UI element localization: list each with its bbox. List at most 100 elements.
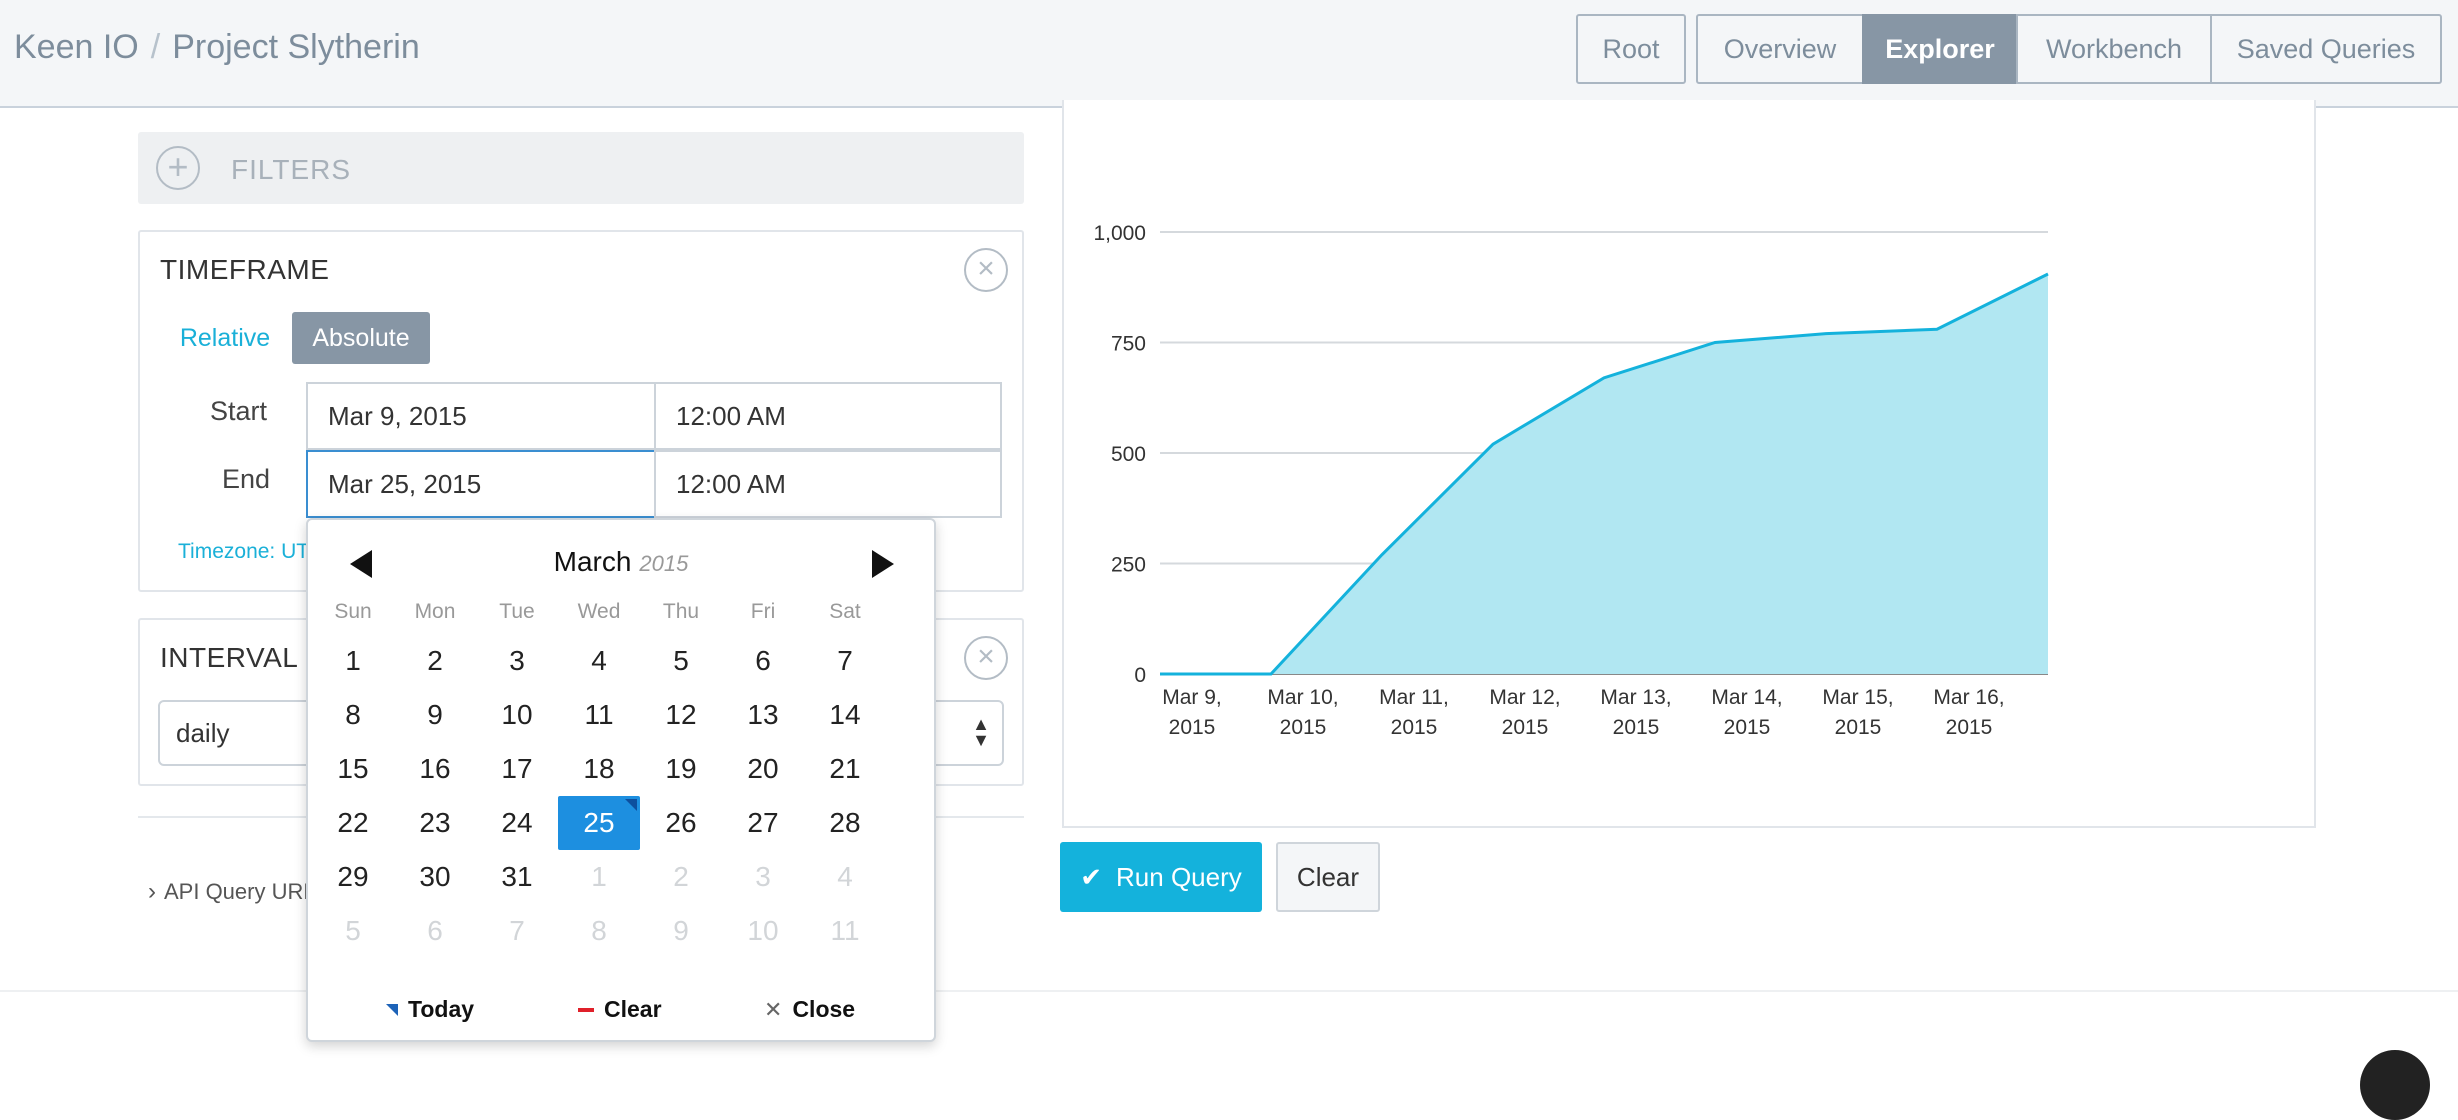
calendar-day[interactable]: 9	[673, 915, 689, 946]
nav-workbench-button[interactable]: Workbench	[2016, 14, 2212, 84]
calendar-day[interactable]: 4	[591, 645, 607, 676]
calendar-day[interactable]: 23	[419, 807, 451, 838]
today-icon	[386, 1003, 398, 1016]
calendar-day[interactable]: 1	[345, 645, 361, 676]
datepicker-year: 2015	[639, 551, 689, 576]
nav-explorer-button[interactable]: Explorer	[1862, 14, 2018, 84]
calendar-day[interactable]: 16	[419, 753, 451, 784]
calendar-day[interactable]: 27	[747, 807, 779, 838]
calendar-day[interactable]: 3	[755, 861, 771, 892]
calendar-day[interactable]: 13	[747, 699, 779, 730]
x-tick-label: Mar 11,	[1379, 686, 1449, 709]
calendar-day[interactable]: 28	[829, 807, 861, 838]
y-tick-label: 250	[1111, 554, 1146, 577]
weekday-header: Sat	[829, 600, 861, 623]
datepicker-month: March	[553, 546, 632, 577]
datepicker-title: March 2015	[308, 546, 934, 578]
calendar-day[interactable]: 31	[501, 861, 533, 892]
calendar-day[interactable]: 24	[501, 807, 533, 838]
clear-date-button[interactable]: Clear	[578, 996, 662, 1023]
brand-link[interactable]: Keen IO	[14, 28, 139, 66]
calendar-day[interactable]: 11	[830, 915, 860, 946]
tab-relative[interactable]: Relative	[179, 323, 271, 352]
next-month-icon[interactable]	[872, 550, 894, 578]
filters-bar[interactable]: + FILTERS	[138, 132, 1024, 204]
end-time-input[interactable]: 12:00 AM	[654, 450, 1002, 518]
calendar-day[interactable]: 14	[829, 699, 861, 730]
calendar-day[interactable]: 15	[337, 753, 369, 784]
today-button[interactable]: Today	[386, 996, 474, 1023]
tab-absolute[interactable]: Absolute	[292, 312, 430, 364]
x-tick-label: Mar 9,	[1162, 686, 1222, 709]
calendar-day[interactable]: 21	[829, 753, 861, 784]
nav-root-button[interactable]: Root	[1576, 14, 1686, 84]
nav-overview-button[interactable]: Overview	[1696, 14, 1864, 84]
nav-saved-queries-button[interactable]: Saved Queries	[2210, 14, 2442, 84]
interval-close-icon[interactable]: ×	[964, 636, 1008, 680]
weekday-header: Thu	[662, 600, 700, 623]
top-bar: Keen IO / Project Slytherin Root Overview …	[0, 0, 2458, 108]
calendar-day[interactable]: 10	[747, 915, 779, 946]
start-label: Start	[210, 396, 268, 426]
calendar-day[interactable]: 8	[345, 699, 361, 730]
calendar-day[interactable]: 5	[673, 645, 689, 676]
close-datepicker-label: Close	[792, 996, 856, 1022]
calendar-day[interactable]: 19	[665, 753, 697, 784]
calendar-day[interactable]: 8	[591, 915, 607, 946]
calendar-day[interactable]: 17	[501, 753, 533, 784]
clear-icon	[578, 1007, 594, 1012]
calendar-day[interactable]: 4	[837, 861, 853, 892]
area-fill	[1160, 273, 2048, 674]
run-query-button[interactable]: ✔ Run Query	[1060, 842, 1262, 912]
calendar-day[interactable]: 11	[584, 699, 614, 730]
calendar-day[interactable]: 29	[337, 861, 369, 892]
calendar-day[interactable]: 2	[427, 645, 443, 676]
calendar-day[interactable]: 7	[509, 915, 525, 946]
end-date-input[interactable]: Mar 25, 2015	[306, 450, 656, 518]
y-tick-label: 0	[1134, 664, 1146, 687]
help-chat-widget[interactable]	[2360, 1050, 2430, 1120]
calendar-day[interactable]: 9	[427, 699, 443, 730]
footer-divider	[0, 990, 2458, 992]
calendar-day[interactable]: 18	[583, 753, 615, 784]
x-tick-label: Mar 12,	[1489, 686, 1560, 709]
end-label: End	[222, 464, 271, 494]
clear-query-button[interactable]: Clear	[1276, 842, 1380, 912]
timezone-link[interactable]: Timezone: UT	[178, 540, 310, 563]
clear-date-label: Clear	[604, 996, 662, 1022]
calendar-day[interactable]: 20	[747, 753, 779, 784]
api-query-url-toggle[interactable]: › API Query URL	[148, 878, 316, 906]
prev-month-icon[interactable]	[350, 550, 372, 578]
calendar-day[interactable]: 7	[837, 645, 853, 676]
calendar-day[interactable]: 10	[501, 699, 533, 730]
x-tick-label: 2015	[1724, 716, 1771, 739]
x-tick-label: 2015	[1835, 716, 1882, 739]
x-tick-label: 2015	[1946, 716, 1993, 739]
calendar-day[interactable]: 26	[665, 807, 697, 838]
calendar-day[interactable]: 30	[419, 861, 451, 892]
calendar-day[interactable]: 25	[558, 796, 640, 850]
calendar-day[interactable]: 1	[591, 861, 607, 892]
select-arrows-icon: ▲ ▼	[972, 714, 990, 750]
chevron-right-icon: ›	[148, 878, 156, 905]
calendar-day[interactable]: 6	[755, 645, 771, 676]
weekday-header: Fri	[750, 600, 776, 623]
calendar-day[interactable]: 22	[337, 807, 369, 838]
close-icon: ✕	[764, 996, 783, 1022]
start-date-input[interactable]: Mar 9, 2015	[306, 382, 656, 450]
x-tick-label: Mar 13,	[1600, 686, 1671, 709]
calendar-day[interactable]: 6	[427, 915, 443, 946]
start-time-input[interactable]: 12:00 AM	[654, 382, 1002, 450]
x-tick-label: Mar 14,	[1711, 686, 1782, 709]
timeframe-close-icon[interactable]: ×	[964, 248, 1008, 292]
y-tick-label: 1,000	[1093, 222, 1146, 245]
calendar-day[interactable]: 2	[673, 861, 689, 892]
today-label: Today	[408, 996, 475, 1022]
add-filter-icon[interactable]: +	[156, 146, 200, 190]
project-name[interactable]: Project Slytherin	[172, 28, 420, 66]
calendar-day[interactable]: 5	[345, 915, 361, 946]
x-tick-label: 2015	[1280, 716, 1327, 739]
calendar-day[interactable]: 3	[509, 645, 525, 676]
calendar-day[interactable]: 12	[665, 699, 697, 730]
close-datepicker-button[interactable]: ✕ Close	[764, 996, 855, 1023]
